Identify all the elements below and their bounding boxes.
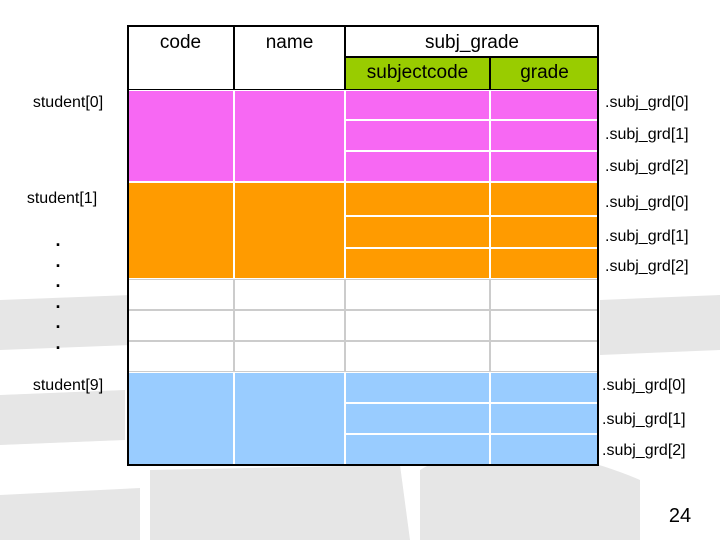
label-s1-subj-grd-1: .subj_grd[1] <box>605 228 689 245</box>
code-cell <box>127 341 234 372</box>
header-grade: grade <box>520 62 569 83</box>
grade-cell <box>490 90 599 120</box>
subjectcode-cell <box>345 120 490 151</box>
subjectcode-cell <box>345 248 490 279</box>
ellipsis-dot: . <box>55 230 61 250</box>
name-cell <box>234 372 345 466</box>
subjectcode-cell <box>345 151 490 182</box>
label-student-9: student[9] <box>32 377 104 394</box>
grade-cell <box>490 434 599 466</box>
grade-cell <box>490 279 599 310</box>
label-s0-subj-grd-0: .subj_grd[0] <box>605 94 689 111</box>
name-cell <box>234 341 345 372</box>
subjectcode-cell <box>345 279 490 310</box>
subjectcode-cell <box>345 341 490 372</box>
name-cell <box>234 310 345 341</box>
label-student-1: student[1] <box>26 190 98 207</box>
subjectcode-cell <box>345 90 490 120</box>
header-name: name <box>265 32 314 53</box>
code-cell <box>127 372 234 466</box>
ellipsis-dot: . <box>55 312 61 332</box>
label-student-0: student[0] <box>32 94 104 111</box>
header-cell-code <box>127 25 234 90</box>
subjectcode-cell <box>345 182 490 216</box>
ellipsis-dot: . <box>55 332 61 353</box>
label-s0-subj-grd-1: .subj_grd[1] <box>605 126 689 143</box>
grade-cell <box>490 403 599 434</box>
grade-cell <box>490 151 599 182</box>
label-s9-subj-grd-0: .subj_grd[0] <box>602 377 686 394</box>
grade-cell <box>490 216 599 248</box>
grade-cell <box>490 372 599 403</box>
subjectcode-cell <box>345 216 490 248</box>
struct-array-table <box>127 25 599 466</box>
grade-cell <box>490 310 599 341</box>
subjectcode-cell <box>345 403 490 434</box>
label-s1-subj-grd-2: .subj_grd[2] <box>605 258 689 275</box>
subjectcode-cell <box>345 310 490 341</box>
ellipsis-dot: . <box>55 271 61 291</box>
header-code: code <box>159 32 202 53</box>
header-subj-grade: subj_grade <box>424 32 520 53</box>
subjectcode-cell <box>345 372 490 403</box>
subjectcode-cell <box>345 434 490 466</box>
header-cell-grade <box>490 57 599 90</box>
ellipsis-dot: . <box>55 250 61 271</box>
name-cell <box>234 279 345 310</box>
header-cell-subjectcode <box>345 57 490 90</box>
page-number: 24 <box>668 505 692 527</box>
name-cell <box>234 182 345 279</box>
ellipsis-dots: . . . . . . <box>53 230 63 353</box>
code-cell <box>127 279 234 310</box>
grade-cell <box>490 248 599 279</box>
grade-cell <box>490 120 599 151</box>
name-cell <box>234 90 345 182</box>
label-s9-subj-grd-1: .subj_grd[1] <box>602 411 686 428</box>
grade-cell <box>490 182 599 216</box>
label-s0-subj-grd-2: .subj_grd[2] <box>605 158 689 175</box>
grade-cell <box>490 341 599 372</box>
label-s9-subj-grd-2: .subj_grd[2] <box>602 442 686 459</box>
ellipsis-dot: . <box>55 291 61 312</box>
code-cell <box>127 182 234 279</box>
label-s1-subj-grd-0: .subj_grd[0] <box>605 194 689 211</box>
header-subjectcode: subjectcode <box>366 62 469 83</box>
code-cell <box>127 90 234 182</box>
code-cell <box>127 310 234 341</box>
